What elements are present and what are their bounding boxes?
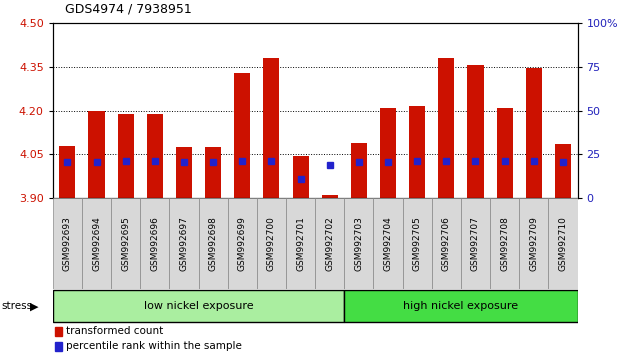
FancyBboxPatch shape	[82, 198, 111, 289]
Bar	[60, 145, 75, 198]
Text: percentile rank within the sample: percentile rank within the sample	[66, 342, 242, 352]
Bar	[555, 144, 571, 198]
Bar	[89, 110, 104, 198]
Text: GSM992704: GSM992704	[384, 216, 392, 271]
Bar	[55, 327, 61, 336]
FancyBboxPatch shape	[432, 198, 461, 289]
Text: GSM992708: GSM992708	[500, 216, 509, 271]
Text: GSM992707: GSM992707	[471, 216, 480, 271]
Bar	[117, 114, 134, 198]
Text: GSM992700: GSM992700	[267, 216, 276, 271]
Text: GSM992706: GSM992706	[442, 216, 451, 271]
Text: GSM992697: GSM992697	[179, 216, 188, 271]
Text: low nickel exposure: low nickel exposure	[143, 301, 253, 311]
FancyBboxPatch shape	[519, 198, 548, 289]
Text: GSM992696: GSM992696	[150, 216, 160, 271]
Text: high nickel exposure: high nickel exposure	[404, 301, 519, 311]
FancyBboxPatch shape	[344, 198, 373, 289]
Text: GSM992709: GSM992709	[529, 216, 538, 271]
FancyBboxPatch shape	[53, 198, 82, 289]
FancyBboxPatch shape	[490, 198, 519, 289]
FancyBboxPatch shape	[548, 198, 578, 289]
Text: GSM992710: GSM992710	[558, 216, 568, 271]
Bar	[409, 106, 425, 198]
Text: GSM992702: GSM992702	[325, 216, 334, 271]
Bar	[55, 342, 61, 351]
FancyBboxPatch shape	[286, 198, 315, 289]
FancyBboxPatch shape	[461, 198, 490, 289]
FancyBboxPatch shape	[199, 198, 228, 289]
Text: ▶: ▶	[30, 301, 39, 311]
FancyBboxPatch shape	[402, 198, 432, 289]
Bar	[292, 156, 309, 198]
Text: GDS4974 / 7938951: GDS4974 / 7938951	[65, 3, 192, 16]
FancyBboxPatch shape	[257, 198, 286, 289]
Bar	[351, 143, 367, 198]
FancyBboxPatch shape	[228, 198, 257, 289]
Text: GSM992705: GSM992705	[413, 216, 422, 271]
Text: stress: stress	[1, 301, 32, 311]
Text: GSM992694: GSM992694	[92, 216, 101, 271]
Text: transformed count: transformed count	[66, 326, 163, 336]
Text: GSM992703: GSM992703	[355, 216, 363, 271]
FancyBboxPatch shape	[111, 198, 140, 289]
Bar	[234, 73, 250, 198]
Text: GSM992699: GSM992699	[238, 216, 247, 271]
Bar	[526, 68, 542, 198]
FancyBboxPatch shape	[53, 290, 344, 322]
FancyBboxPatch shape	[140, 198, 170, 289]
Bar	[205, 147, 221, 198]
Bar	[497, 108, 513, 198]
Bar	[322, 195, 338, 198]
Text: GSM992698: GSM992698	[209, 216, 217, 271]
FancyBboxPatch shape	[373, 198, 402, 289]
Text: GSM992695: GSM992695	[121, 216, 130, 271]
Text: GSM992693: GSM992693	[63, 216, 72, 271]
Text: GSM992701: GSM992701	[296, 216, 305, 271]
Bar	[438, 58, 455, 198]
Bar	[380, 108, 396, 198]
Bar	[468, 65, 484, 198]
FancyBboxPatch shape	[315, 198, 344, 289]
Bar	[147, 114, 163, 198]
FancyBboxPatch shape	[344, 290, 578, 322]
Bar	[176, 147, 192, 198]
FancyBboxPatch shape	[170, 198, 199, 289]
Bar	[263, 58, 279, 198]
